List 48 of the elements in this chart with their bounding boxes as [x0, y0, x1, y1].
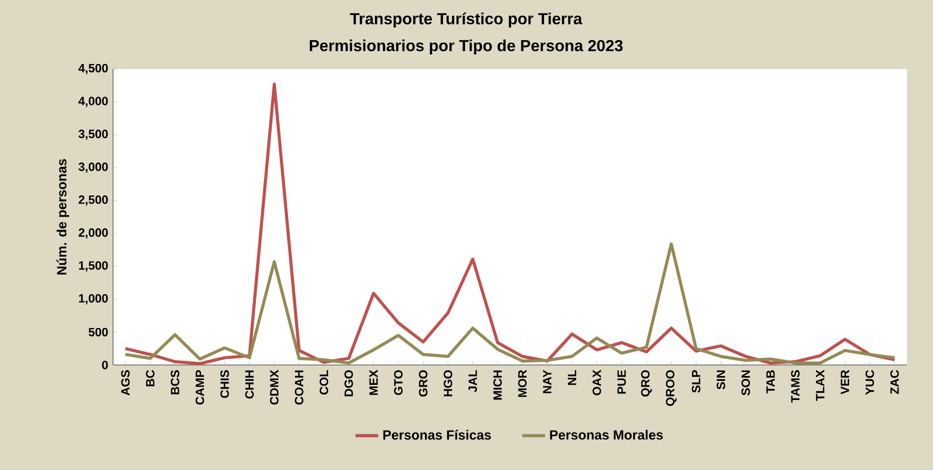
y-tick-label: 0	[102, 360, 108, 370]
x-tick-label: PUE	[617, 370, 626, 394]
x-tick-label: ZAC	[890, 370, 899, 394]
x-tick-label: QROO	[666, 370, 677, 406]
y-tick-label: 1,000	[79, 294, 108, 304]
x-tick-label: HGO	[444, 370, 452, 396]
x-tick-label: CDMX	[270, 370, 279, 405]
x-tick-label: QRO	[641, 370, 652, 397]
y-tick-label: 3,500	[78, 130, 108, 140]
legend-label: Personas Físicas	[383, 430, 491, 440]
y-tick-label: 1,500	[79, 261, 108, 272]
y-tick-label: 2,000	[78, 228, 108, 239]
y-tick-label: 3,000	[78, 162, 108, 173]
chart-title: Transporte Turístico por Tierra	[350, 12, 582, 28]
x-tick-label: MEX	[369, 370, 378, 395]
y-tick-label: 4,000	[78, 96, 108, 107]
x-tick-label: VER	[840, 370, 850, 394]
x-tick-label: NL	[568, 370, 576, 385]
x-tick-label: CHIS	[220, 370, 229, 398]
x-tick-label: SON	[741, 370, 750, 396]
x-tick-label: MOR	[518, 370, 527, 397]
x-tick-label: CHIH	[245, 370, 254, 399]
chart-subtitle: Permisionarios por Tipo de Persona 2023	[310, 40, 623, 54]
x-tick-label: COL	[320, 370, 328, 395]
line-series	[124, 242, 896, 365]
x-tick-label: SLP	[692, 370, 700, 393]
x-tick-label: GTO	[394, 370, 403, 395]
x-tick-label: TAB	[766, 370, 775, 394]
x-tick-label: MICH	[493, 370, 502, 400]
x-tick-label: TAMS	[791, 370, 800, 403]
x-tick-label: BCS	[170, 370, 180, 394]
x-tick-label: TLAX	[816, 370, 824, 401]
x-tick-label: OAX	[592, 370, 602, 396]
x-tick-label: JAL	[468, 370, 477, 392]
x-tick-label: SIN	[716, 370, 726, 390]
y-tick-label: 2,500	[78, 195, 108, 206]
x-tick-label: NAY	[543, 370, 552, 394]
legend-label: Personas Morales	[550, 430, 663, 440]
x-tick-label: YUC	[866, 370, 874, 395]
x-tick-label: CAMP	[196, 370, 204, 405]
x-tick-label: AGS	[121, 370, 130, 396]
x-tick-label: COAH	[294, 370, 304, 405]
x-tick-label: GRO	[418, 370, 428, 397]
y-tick-label: 500	[88, 328, 108, 336]
y-axis-title: Núm. de personas	[56, 159, 70, 274]
x-tick-label: BC	[146, 370, 154, 386]
x-tick-label: DGO	[344, 370, 353, 396]
y-tick-label: 4,500	[78, 64, 108, 74]
